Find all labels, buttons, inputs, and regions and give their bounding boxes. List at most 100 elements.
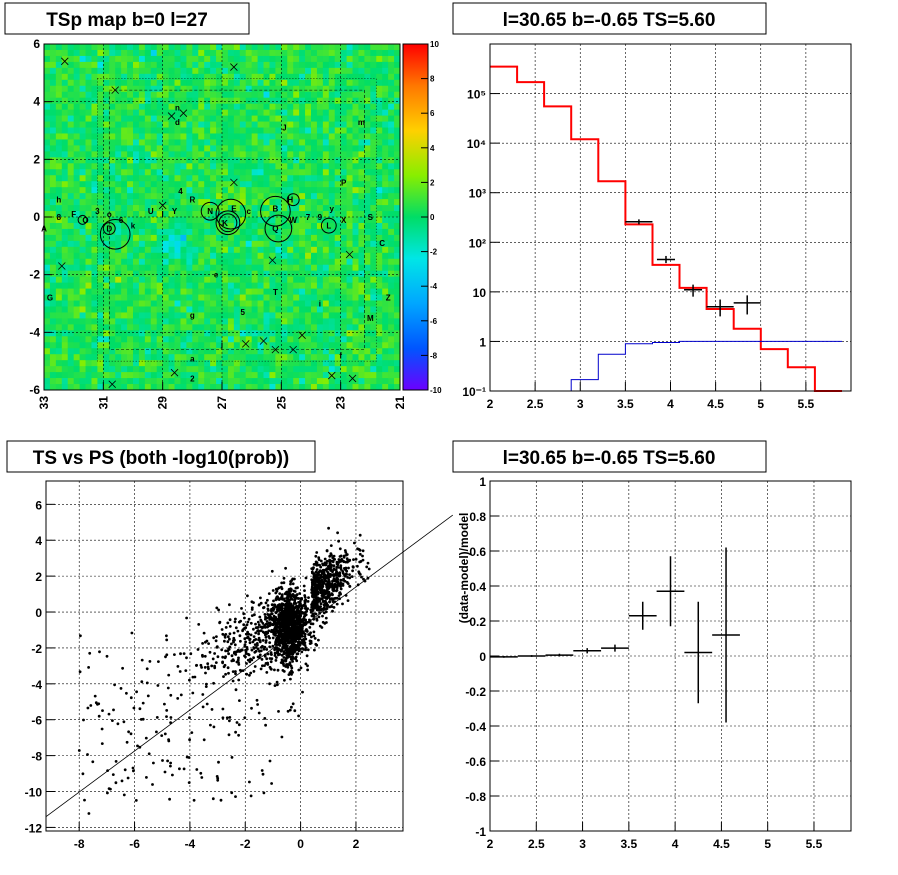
heatmap-cell [364,67,371,75]
heatmap-cell [61,163,69,170]
heatmap-cell [44,199,51,206]
heatmap-cell [245,133,253,140]
heatmap-cell [322,85,330,93]
heatmap-cell [49,115,57,122]
heatmap-cell [316,366,324,373]
heatmap-cell [370,103,377,111]
heatmap-cell [382,187,389,194]
heatmap-cell [204,103,211,111]
heatmap-cell [91,306,98,313]
heatmap-cell [239,360,247,367]
heatmap-cell [275,55,282,63]
heatmap-cell [245,258,253,266]
heatmap-cell [227,181,235,188]
y-tick-label: -4 [29,325,40,339]
heatmap-cell [245,187,253,194]
heatmap-cell [162,187,169,194]
heatmap-cell [79,187,86,194]
heatmap-cell [275,312,282,319]
heatmap-cell [281,145,288,152]
heatmap-cell [263,109,270,116]
heatmap-cell [138,234,146,242]
heatmap-cell [322,348,330,355]
heatmap-cell [168,175,175,182]
heatmap-cell [364,282,371,289]
heatmap-cell [334,360,342,367]
heatmap-cell [121,288,128,295]
heatmap-cell [251,240,258,248]
heatmap-cell [138,199,146,206]
heatmap-cell [311,324,318,331]
heatmap-cell [346,318,353,325]
heatmap-cell [55,127,63,134]
heatmap-cell [115,193,122,200]
heatmap-cell [328,151,336,158]
heatmap-cell [103,175,110,182]
heatmap-cell [394,55,401,63]
heatmap-cell [245,151,253,158]
scatter-point [283,619,287,623]
heatmap-cell [275,127,282,134]
heatmap-cell [346,222,353,230]
heatmap-cell [61,61,69,69]
heatmap-cell [133,133,140,140]
heatmap-cell [293,199,300,206]
heatmap-cell [192,348,199,355]
heatmap-cell [186,73,193,81]
heatmap-cell [44,211,51,218]
heatmap-cell [103,372,110,379]
heatmap-cell [376,282,383,289]
heatmap-cell [328,336,336,343]
heatmap-cell [263,246,270,254]
heatmap-cell [370,354,377,361]
heatmap-cell [156,181,164,188]
heatmap-cell [103,324,110,331]
heatmap-cell [222,264,229,272]
heatmap-cell [364,199,371,206]
heatmap-cell [91,288,98,295]
source-error-circle [215,210,241,236]
heatmap-cell [227,318,235,325]
source-cross-marker [268,256,277,265]
heatmap-cell [370,139,377,146]
heatmap-cell [127,211,134,218]
heatmap-cell [358,145,365,152]
heatmap-cell [61,127,69,134]
heatmap-cell [79,306,86,313]
heatmap-cell [358,199,365,206]
heatmap-cell [49,222,57,230]
heatmap-cell [311,354,318,361]
scatter-point [294,596,298,599]
heatmap-cell [263,300,270,307]
heatmap-cell [103,103,110,111]
heatmap-cell [376,258,383,266]
heatmap-cell [109,348,116,355]
heatmap-cell [109,324,116,331]
heatmap-cell [370,157,377,164]
heatmap-cell [251,252,258,260]
heatmap-cell [352,61,359,69]
roi-box [108,89,365,350]
scatter-point [289,664,293,668]
heatmap-cell [67,44,75,51]
heatmap-cell [168,187,175,194]
heatmap-cell [263,211,270,218]
heatmap-cell [133,360,140,367]
heatmap-cell [222,342,229,349]
heatmap-cell [55,85,63,93]
heatmap-cell [299,324,306,331]
heatmap-cell [150,330,158,337]
scatter-point [271,623,274,626]
heatmap-cell [227,109,235,116]
heatmap-cell [127,246,134,254]
heatmap-cell [322,55,330,63]
heatmap-cell [316,222,324,230]
heatmap-cell [73,145,80,152]
heatmap-cell [257,73,264,81]
heatmap-cell [198,300,205,307]
heatmap-cell [311,372,318,379]
heatmap-cell [376,252,383,260]
heatmap-cell [334,49,342,57]
heatmap-cell [346,187,353,194]
heatmap-cell [168,252,175,260]
